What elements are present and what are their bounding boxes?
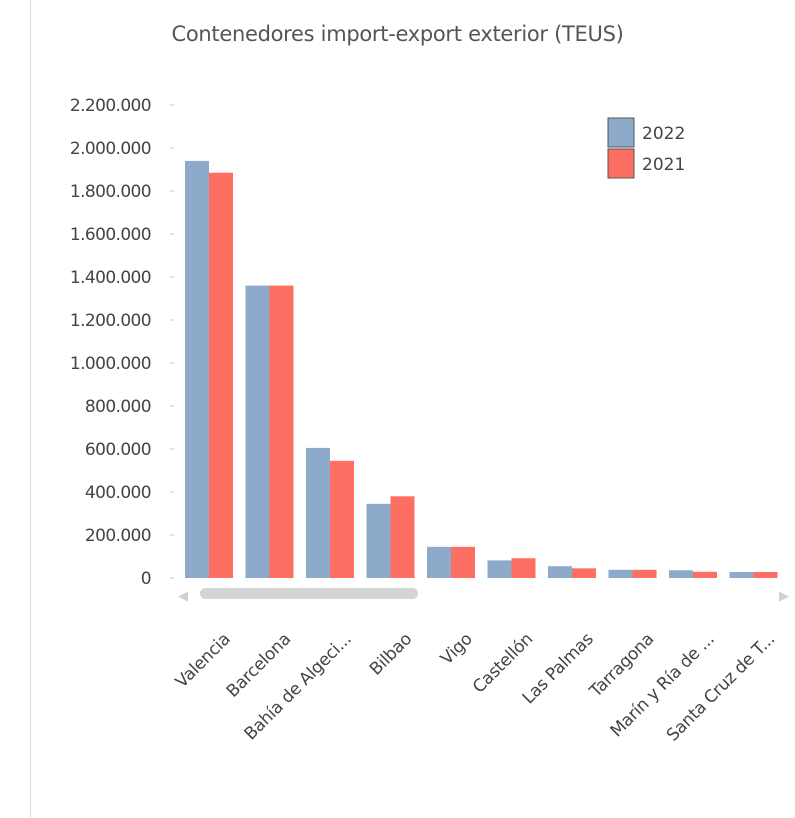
bar-2021 (209, 172, 233, 578)
x-tick-label: Marín y Ría de ... (607, 629, 719, 741)
y-tick-label: 600.000 (85, 440, 151, 460)
bar-2021 (693, 571, 717, 578)
horizontal-scrollbar[interactable]: ◀ ▶ (178, 588, 789, 604)
y-tick-label: 1.400.000 (70, 268, 151, 288)
x-tick-label: Bahía de Algeci... (241, 629, 356, 744)
scrollbar-thumb[interactable] (200, 588, 418, 599)
bar-2021 (330, 460, 354, 578)
bar-2022 (306, 447, 330, 578)
bar-2021 (753, 571, 778, 578)
scroll-left-arrow-icon[interactable]: ◀ (178, 589, 188, 604)
y-tick-label: 1.200.000 (70, 311, 151, 331)
y-tick-label: 1.000.000 (70, 354, 151, 374)
bar-2021 (572, 568, 596, 578)
y-tick-label: 200.000 (85, 526, 151, 546)
y-axis: 0 200.000 400.000 600.000 800.000 1.000.000 1.… (70, 96, 174, 589)
bar-2021 (390, 496, 415, 578)
legend-swatch-2022 (607, 117, 635, 148)
y-tick-label: 1.800.000 (70, 182, 151, 202)
bar-2022 (608, 569, 633, 578)
bar-2021 (269, 285, 294, 578)
bars (185, 160, 778, 578)
bar-2022 (669, 570, 693, 578)
y-tick-label: 0 (141, 569, 151, 589)
bar-2022 (487, 560, 512, 578)
x-tick-label: Santa Cruz de T... (663, 629, 779, 745)
bar-2022 (729, 571, 754, 578)
bar-2022 (427, 546, 451, 578)
x-tick-label: Valencia (172, 629, 235, 692)
y-tick-label: 2.000.000 (70, 139, 151, 159)
y-tick-label: 800.000 (85, 397, 151, 417)
bar-2021 (632, 569, 657, 578)
bar-2021 (511, 558, 536, 578)
bar-2022 (245, 285, 270, 578)
scroll-right-arrow-icon[interactable]: ▶ (779, 589, 789, 604)
y-tick-label: 2.200.000 (70, 96, 151, 116)
bar-2022 (185, 160, 209, 578)
bar-2022 (366, 503, 391, 578)
chart-title: Contenedores import-export exterior (TEU… (171, 22, 624, 46)
bar-2021 (451, 546, 475, 578)
legend-label: 2022 (642, 124, 685, 144)
legend-label: 2021 (642, 155, 685, 175)
legend-swatch-2021 (607, 148, 635, 179)
x-tick-label: Bilbao (366, 629, 416, 679)
legend: 2022 2021 (607, 117, 685, 179)
y-tick-label: 1.600.000 (70, 225, 151, 245)
panel-border (30, 0, 31, 818)
bar-2022 (548, 566, 572, 578)
x-tick-label: Vigo (437, 629, 477, 669)
y-tick-label: 400.000 (85, 483, 151, 503)
